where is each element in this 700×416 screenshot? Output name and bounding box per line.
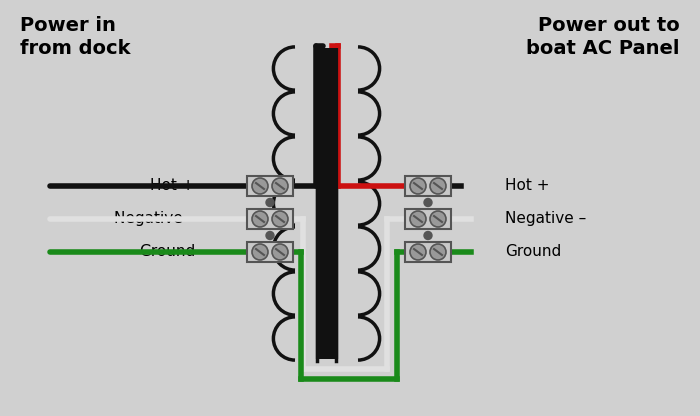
Circle shape bbox=[410, 244, 426, 260]
Circle shape bbox=[266, 231, 274, 240]
Circle shape bbox=[272, 178, 288, 194]
Text: Power in
from dock: Power in from dock bbox=[20, 16, 130, 59]
Circle shape bbox=[272, 244, 288, 260]
Circle shape bbox=[430, 178, 446, 194]
Text: Hot +: Hot + bbox=[150, 178, 195, 193]
Circle shape bbox=[410, 178, 426, 194]
FancyBboxPatch shape bbox=[247, 242, 293, 262]
Text: Ground: Ground bbox=[505, 245, 561, 260]
FancyBboxPatch shape bbox=[405, 242, 451, 262]
Circle shape bbox=[252, 244, 268, 260]
FancyBboxPatch shape bbox=[405, 176, 451, 196]
FancyBboxPatch shape bbox=[247, 209, 293, 229]
FancyBboxPatch shape bbox=[405, 209, 451, 229]
Text: Power out to
boat AC Panel: Power out to boat AC Panel bbox=[526, 16, 680, 59]
Circle shape bbox=[430, 244, 446, 260]
Circle shape bbox=[410, 211, 426, 227]
FancyBboxPatch shape bbox=[247, 176, 293, 196]
Circle shape bbox=[266, 198, 274, 206]
Circle shape bbox=[272, 211, 288, 227]
Text: Ground: Ground bbox=[139, 245, 195, 260]
Circle shape bbox=[252, 178, 268, 194]
Circle shape bbox=[424, 231, 432, 240]
Circle shape bbox=[252, 211, 268, 227]
Text: Hot +: Hot + bbox=[505, 178, 550, 193]
Circle shape bbox=[430, 211, 446, 227]
Circle shape bbox=[424, 198, 432, 206]
Text: Negative –: Negative – bbox=[113, 211, 195, 226]
Text: Negative –: Negative – bbox=[505, 211, 587, 226]
